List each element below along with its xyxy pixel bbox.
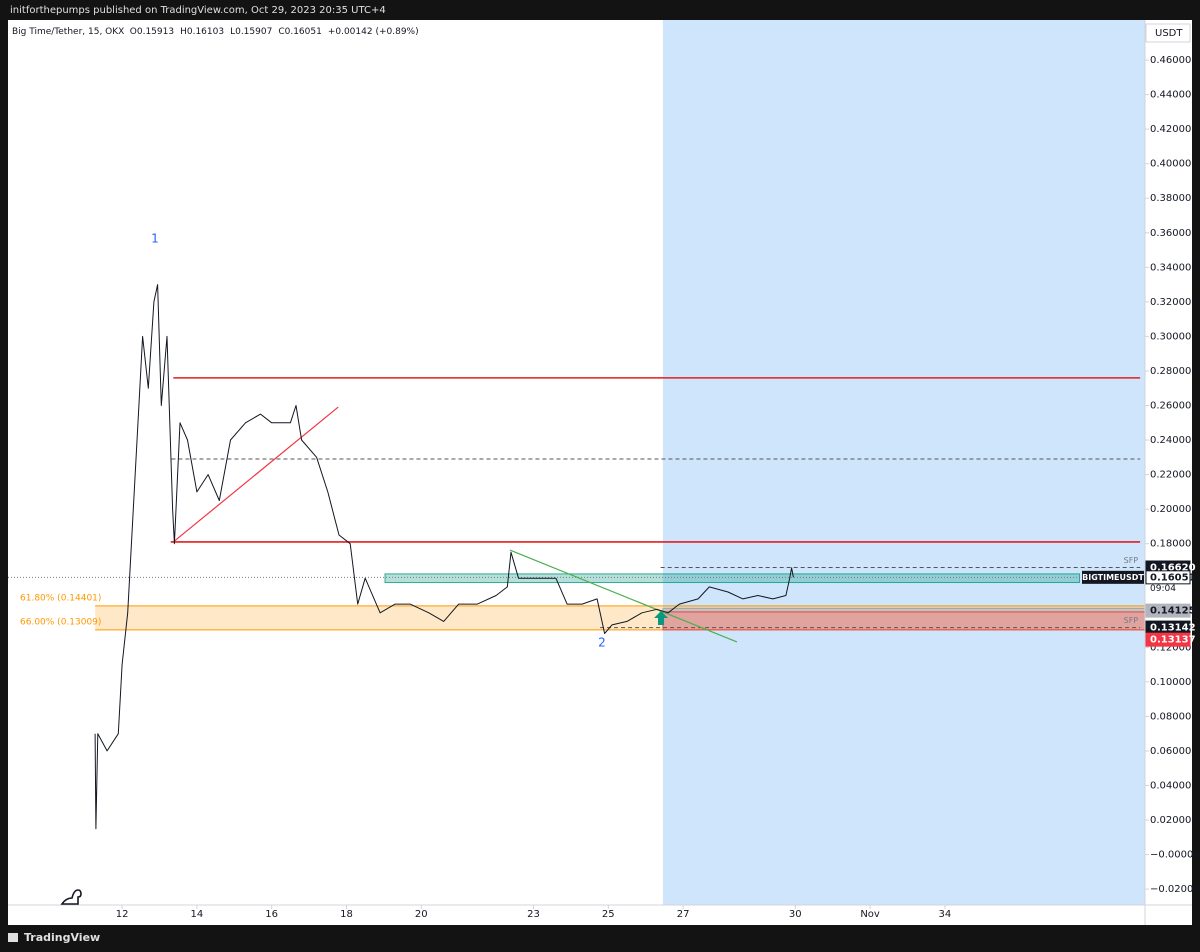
wave-label: 2	[598, 635, 606, 649]
y-tick-label: 0.08000	[1150, 711, 1191, 722]
y-tick-label: 0.46000	[1150, 55, 1191, 66]
change: +0.00142 (+0.89%)	[328, 27, 419, 37]
currency-box[interactable]	[1145, 23, 1191, 43]
x-tick-label: 27	[677, 909, 690, 920]
plot: 61.80% (0.14401) 66.00% (0.13009) SFP SFP 1 2	[8, 20, 1146, 905]
y-tick-label: −0.02000	[1150, 884, 1200, 895]
ohlc-label: C	[278, 27, 284, 37]
price-label: 0.13142	[1150, 623, 1196, 634]
price-label: 0.14125	[1150, 606, 1196, 617]
level-label: SFP	[1124, 616, 1139, 625]
footer: TradingView	[8, 931, 100, 944]
y-tick-label: 0.30000	[1150, 331, 1191, 342]
price-line	[94, 284, 794, 830]
y-tick-label: 0.42000	[1150, 124, 1191, 135]
y-tick-label: 0.44000	[1150, 90, 1191, 101]
level-label: SFP	[1124, 556, 1139, 565]
y-tick-label: 0.12000	[1150, 642, 1191, 653]
y-tick-label: 0.10000	[1150, 677, 1191, 688]
price-label: 0.16620	[1150, 563, 1196, 574]
y-tick-label: 0.02000	[1150, 815, 1191, 826]
y-tick-label: 0.26000	[1150, 401, 1191, 412]
y-tick-label: 0.32000	[1150, 297, 1191, 308]
currency: USDT	[1155, 28, 1183, 39]
publisher: initforthepumps published on TradingView…	[10, 5, 386, 16]
x-tick-label: 18	[340, 909, 353, 920]
x-tick-label: 25	[602, 909, 615, 920]
y-tick-label: 0.38000	[1150, 193, 1191, 204]
y-tick-label: 0.22000	[1150, 470, 1191, 481]
brand-icon	[8, 933, 18, 942]
y-tick-label: 0.20000	[1150, 504, 1191, 515]
ohlc-value: 0.16103	[187, 27, 224, 37]
y-tick-label: 0.06000	[1150, 746, 1191, 757]
series-tag: BIGTIMEUSDT	[1082, 573, 1144, 582]
price-label-box	[1145, 632, 1191, 647]
ohlc-value: 0.16051	[285, 27, 322, 37]
x-tick-label: 30	[789, 909, 802, 920]
ohlc-value: 0.15913	[137, 27, 174, 37]
ohlc-label: L	[230, 27, 235, 37]
x-tick-label: 12	[116, 909, 129, 920]
projection-area	[662, 20, 1145, 905]
series-tag-box	[1082, 570, 1144, 584]
price-label-box	[1145, 570, 1191, 585]
dino-icon	[60, 889, 82, 905]
ohlc-value: 0.15907	[235, 27, 272, 37]
x-tick-label: Nov	[860, 909, 880, 920]
fib-label: 66.00% (0.13009)	[20, 617, 101, 627]
trendline	[172, 406, 339, 543]
ohlc-label: O	[130, 27, 137, 37]
price-label-box	[1145, 603, 1191, 618]
y-tick-label: 0.40000	[1150, 159, 1191, 170]
x-tick-label: 14	[191, 909, 204, 920]
y-tick-label: 0.18000	[1150, 539, 1191, 550]
chart-header: Big Time/Tether, 15, OKX O0.15913 H0.16103…	[12, 27, 419, 37]
y-tick-label: 0.04000	[1150, 780, 1191, 791]
y-tick-label: 0.24000	[1150, 435, 1191, 446]
fib-label: 61.80% (0.14401)	[20, 593, 101, 603]
wave-label: 1	[151, 232, 159, 246]
countdown: 09:04	[1150, 584, 1176, 594]
x-tick-label: 16	[265, 909, 278, 920]
fib-zone	[95, 605, 1146, 630]
x-tick-label: 34	[939, 909, 952, 920]
x-tick-label: 23	[527, 909, 540, 920]
x-tick-label: 20	[415, 909, 428, 920]
zone	[662, 607, 1146, 613]
ohlc-label: H	[180, 27, 187, 37]
price-label: 0.13137	[1150, 635, 1196, 646]
chart-title: Big Time/Tether, 15, OKX	[12, 27, 124, 37]
y-tick-label: 0.36000	[1150, 228, 1191, 239]
zone	[384, 573, 1081, 584]
trendline	[509, 549, 738, 643]
y-tick-label: 0.28000	[1150, 366, 1191, 377]
y-tick-label: −0.00000	[1150, 850, 1200, 861]
brand: TradingView	[24, 931, 100, 944]
y-tick-label: 0.34000	[1150, 262, 1191, 273]
price-label: 0.16051	[1150, 572, 1196, 583]
logo	[60, 889, 82, 905]
arrow	[654, 610, 669, 625]
